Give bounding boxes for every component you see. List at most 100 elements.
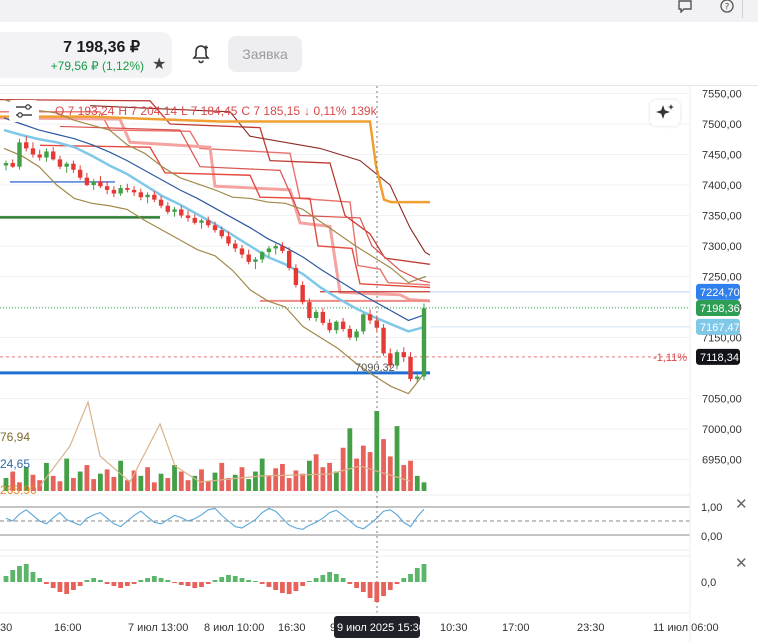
oscillator-line [5,507,425,530]
candle-body [320,311,326,323]
y-tick-label: 7400,00 [702,180,742,192]
histogram-bar [199,582,204,587]
histogram-bar [360,582,366,592]
y-tick-label: 7500,00 [702,119,742,131]
volume-bar [347,428,353,491]
volume-bar [313,454,319,491]
crosshair-time-badge [334,616,420,638]
header-divider [0,85,758,86]
help-icon[interactable]: ? [718,0,736,14]
x-tick-label: 10:30 [440,622,468,634]
histogram-bar [23,564,29,582]
level-step-line [89,105,431,256]
oscillator-tick-label: 0,00 [701,531,722,543]
volume-bar [23,467,29,491]
volume-bar [374,411,380,491]
histogram-bar [165,580,171,582]
y-tick-label: 7000,00 [702,424,742,436]
volume-bar [17,482,22,491]
histogram-bar [239,578,245,582]
y-tick-label: 7150,00 [702,333,742,345]
candle-body [347,328,353,338]
histogram-bar [71,582,76,590]
candle-body [334,321,339,331]
volume-bar [199,469,204,491]
histogram-bar [77,582,83,586]
alert-bell-icon[interactable] [191,43,211,65]
candle-body [307,302,312,318]
candle-body [361,314,366,332]
level-step-line [39,144,431,289]
x-tick-label: 8 июл 10:00 [204,622,264,634]
order-button[interactable]: Заявка [228,36,302,72]
oscillator-tick-label: 1,00 [701,502,722,514]
candle-body [300,285,305,303]
histogram-bar [131,582,137,584]
candle-body [394,352,400,366]
volume-bar [367,452,373,491]
x-tick-label: 16:00 [54,622,82,634]
ohlc-low: L 7 184,45 [181,104,238,118]
ai-sparkle-icon[interactable] [650,100,680,126]
histogram-bar [394,582,400,584]
candle-body [172,209,177,212]
candle-body [206,220,211,226]
close-histogram-icon[interactable]: ✕ [735,555,748,572]
histogram-bar [17,566,22,582]
crosshair-percent-label: -1,11% [653,352,687,364]
candle-body [91,181,96,185]
volume-bar [408,460,413,491]
candle-body [50,151,56,160]
volume-bar [84,465,90,491]
volume-bar [333,471,339,491]
histogram-bar [253,581,258,582]
volume-bar [178,471,184,491]
series-line-ma_dark_blue [3,117,427,322]
histogram-bar [313,578,319,582]
series-line-envelope [3,147,427,395]
histogram-bar [3,576,9,582]
candle-body [71,163,76,170]
price-chart[interactable]: 7550,00 7500,00 7450,00 7400,00 7350,00 7300,… [0,86,758,642]
y-tick-label: 7250,00 [702,272,742,284]
chat-icon[interactable] [676,0,694,14]
crosshair-time-label: 9 июл 2025 15:30 [337,622,425,634]
volume-legend-label: 76,94 [0,430,30,444]
candle-body [145,194,150,198]
histogram-bar [84,580,90,582]
histogram-bar [226,575,231,582]
volume-bar [354,458,359,491]
price-card: 7 198,36 ₽ +79,56 ₽ (1,12%) ★ [0,32,172,78]
candle-body [374,320,380,328]
candle-body [131,189,137,193]
price-badge-label: 7118,34 [700,352,739,364]
price-badge-label: 7224,70 [700,287,740,299]
histogram-bar [232,576,238,582]
candle-body [212,225,218,231]
price-badge [696,300,740,317]
candle-body [104,186,110,190]
candle-body [24,142,29,149]
volume-legend-label: 265,90 [0,483,37,497]
price-change: +79,56 ₽ (1,12%) [50,59,144,73]
histogram-bar [414,568,420,582]
favorite-star-icon[interactable]: ★ [152,56,167,73]
x-tick-label: 16:30 [278,622,306,634]
candle-body [381,327,386,354]
candle-body [280,246,285,251]
volume-bar [300,473,306,491]
histogram-bar [401,578,407,582]
y-tick-label: 7050,00 [702,394,742,406]
candle-body [192,217,197,223]
volume-bar [327,462,333,491]
svg-text:?: ? [725,3,730,13]
volume-bar [91,479,97,491]
candle-body [313,311,319,318]
price-badge [696,283,740,300]
x-tick-label: 17:00 [502,622,530,634]
volume-bar [111,476,117,491]
close-oscillator-icon[interactable]: ✕ [735,496,748,513]
indicator-settings-icon[interactable] [9,100,39,122]
volume-bar [381,439,386,491]
histogram-bar [97,580,103,582]
